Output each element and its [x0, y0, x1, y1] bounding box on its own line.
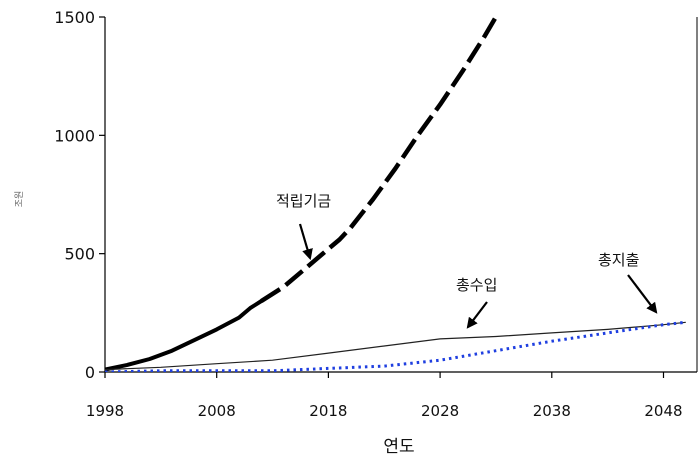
series-expense-line — [105, 320, 686, 372]
x-tick-label: 2028 — [421, 402, 459, 420]
x-axis-label: 연도 — [383, 437, 414, 457]
annotation-label-expense: 총지출 — [598, 251, 639, 269]
annotation-arrow-fund — [298, 223, 313, 261]
axes — [104, 17, 698, 373]
series-fund-dashed — [260, 15, 498, 303]
annotation-arrow-expense — [627, 274, 658, 314]
x-tick-label: 1998 — [86, 402, 124, 420]
series-fund-solid — [105, 299, 264, 372]
annotation-label-fund: 적립기금 — [276, 192, 331, 210]
series-layer — [105, 15, 686, 372]
x-tick-label: 2048 — [644, 402, 682, 420]
y-tick-label: 1000 — [54, 126, 95, 145]
x-tick-label: 2018 — [309, 402, 347, 420]
x-tick-label: 2038 — [533, 402, 571, 420]
y-tick-label: 500 — [64, 245, 95, 264]
series-income-line — [105, 321, 686, 371]
y-ticks: 0 500 1000 1500 — [54, 8, 105, 382]
x-tick-label: 2008 — [198, 402, 236, 420]
annotation-arrow-income — [466, 301, 488, 329]
y-tick-label: 1500 — [54, 8, 95, 27]
y-axis-label: 조원 — [14, 191, 25, 208]
y-tick-label: 0 — [85, 363, 95, 382]
x-ticks: 1998 2008 2018 2028 2038 2048 — [86, 372, 683, 420]
annotation-label-income: 총수입 — [456, 276, 497, 294]
